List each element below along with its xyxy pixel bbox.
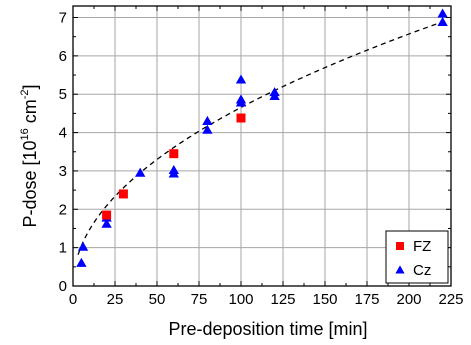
fz-data-point	[169, 149, 179, 159]
y-tick-label: 1	[59, 240, 67, 257]
x-tick-label: 50	[149, 291, 166, 308]
x-tick-label: 100	[228, 291, 253, 308]
y-axis-title-mid: cm	[20, 99, 40, 128]
y-axis-title-exponent-2: -2	[19, 89, 31, 99]
cz-data-point	[168, 164, 179, 175]
cz-data-point	[437, 16, 448, 26]
x-tick-label: 0	[69, 291, 77, 308]
y-axis-title-main: P-dose [10	[20, 140, 40, 227]
legend-marker-fz	[396, 242, 404, 250]
y-tick-label: 6	[59, 48, 67, 65]
x-tick-label: 175	[354, 291, 379, 308]
cz-data-point	[101, 218, 112, 228]
x-tick-label: 150	[312, 291, 337, 308]
cz-data-point	[76, 257, 87, 267]
legend-box	[385, 230, 449, 284]
y-tick-label: 0	[59, 278, 67, 295]
legend-marker-cz	[395, 265, 405, 274]
x-tick-label: 200	[396, 291, 421, 308]
cz-data-point	[77, 241, 89, 251]
y-tick-label: 5	[59, 86, 67, 103]
cz-data-point	[269, 87, 280, 97]
y-tick-label: 7	[59, 10, 67, 27]
legend: FZ Cz	[385, 230, 449, 284]
x-tick-label: 25	[107, 291, 124, 308]
fz-data-point	[102, 210, 112, 220]
legend-label-cz: Cz	[413, 262, 431, 279]
x-tick-label: 225	[438, 291, 463, 308]
y-tick-label: 4	[59, 125, 67, 142]
fz-data-point	[118, 189, 128, 199]
y-axis-title-end: ]	[20, 84, 40, 89]
fz-data-point	[236, 113, 246, 123]
cz-data-point	[202, 115, 213, 125]
x-tick-label: 125	[270, 291, 295, 308]
cz-data-point	[135, 167, 146, 177]
cz-data-point	[235, 74, 247, 84]
y-axis-title: P-dose [1016 cm-2]	[19, 84, 40, 227]
y-tick-label: 2	[59, 201, 67, 218]
cz-data-point	[202, 124, 213, 134]
legend-label-fz: FZ	[413, 238, 431, 255]
cz-data-point	[437, 8, 448, 18]
x-tick-label: 75	[191, 291, 208, 308]
axis-ticks: 0 25 50 75 100 125 150 175 200 225 0 1 2 3 4 5 6 7	[59, 6, 464, 308]
cz-data-point	[235, 94, 247, 104]
y-tick-label: 3	[59, 163, 67, 180]
grid	[73, 6, 451, 286]
x-axis-title: Pre-deposition time [min]	[168, 319, 367, 339]
data-points	[76, 8, 448, 267]
y-axis-title-exponent-1: 16	[19, 128, 31, 140]
